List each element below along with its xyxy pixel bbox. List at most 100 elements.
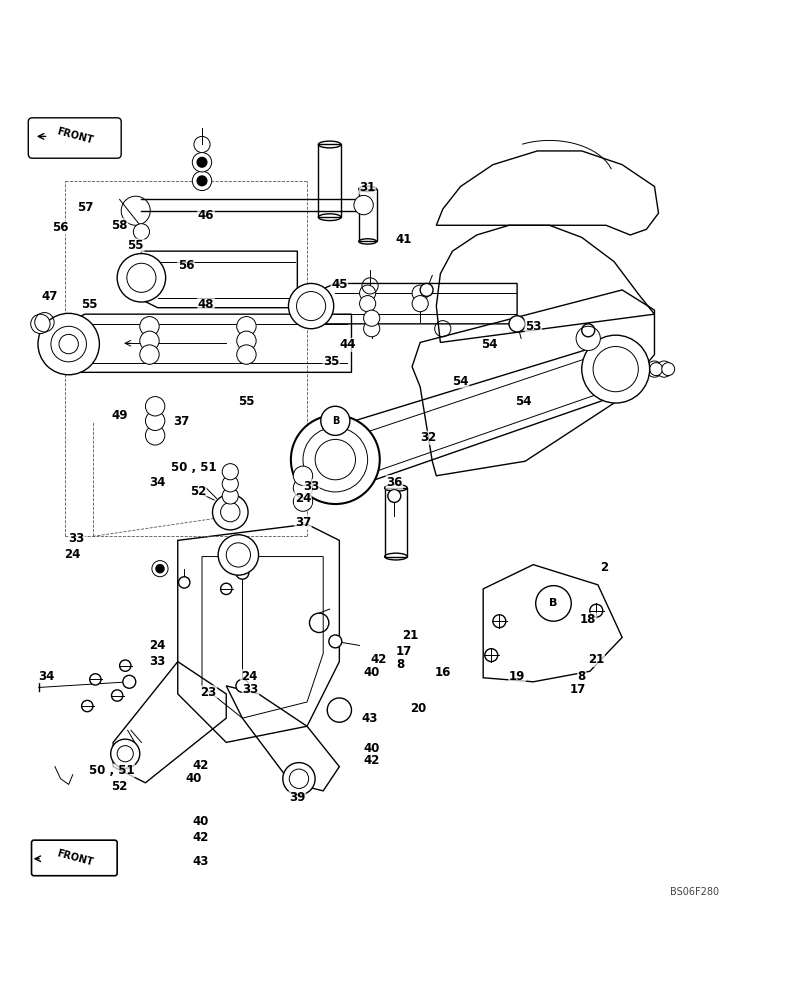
Circle shape bbox=[112, 690, 123, 701]
Text: 32: 32 bbox=[420, 431, 436, 444]
Text: 34: 34 bbox=[149, 476, 166, 489]
Text: 37: 37 bbox=[174, 415, 190, 428]
Circle shape bbox=[291, 415, 380, 504]
Text: 17: 17 bbox=[570, 683, 586, 696]
Text: 42: 42 bbox=[192, 831, 208, 844]
Circle shape bbox=[354, 195, 373, 215]
Text: 18: 18 bbox=[580, 613, 596, 626]
Circle shape bbox=[364, 321, 380, 337]
Circle shape bbox=[293, 466, 313, 485]
Circle shape bbox=[662, 363, 675, 376]
Circle shape bbox=[222, 464, 238, 480]
Text: 42: 42 bbox=[370, 653, 386, 666]
Text: 47: 47 bbox=[42, 290, 58, 303]
Circle shape bbox=[156, 565, 164, 573]
Text: 53: 53 bbox=[525, 320, 541, 333]
Text: 36: 36 bbox=[386, 476, 402, 489]
Circle shape bbox=[38, 313, 99, 375]
Circle shape bbox=[31, 314, 50, 334]
Circle shape bbox=[192, 171, 212, 191]
Circle shape bbox=[327, 698, 351, 722]
Text: 57: 57 bbox=[77, 201, 93, 214]
Circle shape bbox=[236, 566, 249, 579]
Circle shape bbox=[192, 153, 212, 172]
Circle shape bbox=[536, 586, 571, 621]
Text: 52: 52 bbox=[112, 780, 128, 793]
Circle shape bbox=[82, 700, 93, 712]
Text: 2: 2 bbox=[600, 561, 608, 574]
Text: 8: 8 bbox=[578, 670, 586, 683]
Circle shape bbox=[646, 361, 663, 377]
Circle shape bbox=[321, 406, 350, 435]
Circle shape bbox=[140, 331, 159, 351]
Text: 43: 43 bbox=[362, 712, 378, 725]
Circle shape bbox=[221, 583, 232, 595]
Circle shape bbox=[650, 363, 663, 376]
Text: 49: 49 bbox=[112, 409, 128, 422]
Text: 20: 20 bbox=[410, 702, 427, 715]
Text: 21: 21 bbox=[402, 629, 419, 642]
Circle shape bbox=[213, 494, 248, 530]
Text: 55: 55 bbox=[81, 298, 97, 311]
Circle shape bbox=[412, 296, 428, 312]
Text: 40: 40 bbox=[192, 815, 208, 828]
Text: 56: 56 bbox=[53, 221, 69, 234]
Circle shape bbox=[329, 635, 342, 648]
Text: 34: 34 bbox=[39, 670, 55, 683]
Circle shape bbox=[117, 254, 166, 302]
Circle shape bbox=[582, 335, 650, 403]
Circle shape bbox=[123, 675, 136, 688]
Circle shape bbox=[222, 476, 238, 492]
Text: 35: 35 bbox=[323, 355, 339, 368]
Text: 42: 42 bbox=[364, 754, 380, 767]
Circle shape bbox=[140, 345, 159, 364]
Circle shape bbox=[197, 157, 207, 167]
Text: B: B bbox=[549, 598, 558, 608]
Text: 50 , 51: 50 , 51 bbox=[89, 764, 134, 777]
Text: 24: 24 bbox=[241, 670, 257, 683]
Text: 43: 43 bbox=[192, 855, 208, 868]
Text: 54: 54 bbox=[516, 395, 532, 408]
Circle shape bbox=[237, 317, 256, 336]
Text: 16: 16 bbox=[435, 666, 451, 679]
Text: 39: 39 bbox=[289, 791, 305, 804]
Circle shape bbox=[364, 310, 380, 326]
Text: FRONT: FRONT bbox=[56, 848, 95, 868]
Circle shape bbox=[133, 224, 149, 240]
Text: 33: 33 bbox=[69, 532, 85, 545]
Circle shape bbox=[218, 535, 259, 575]
Text: 33: 33 bbox=[149, 655, 166, 668]
Circle shape bbox=[90, 674, 101, 685]
Circle shape bbox=[485, 649, 498, 662]
Text: 40: 40 bbox=[364, 742, 380, 755]
Text: 55: 55 bbox=[238, 395, 255, 408]
Circle shape bbox=[197, 176, 207, 186]
Circle shape bbox=[293, 478, 313, 498]
Text: 46: 46 bbox=[198, 209, 214, 222]
Circle shape bbox=[140, 317, 159, 336]
Circle shape bbox=[237, 345, 256, 364]
Text: 23: 23 bbox=[200, 686, 217, 699]
Text: 31: 31 bbox=[360, 181, 376, 194]
Text: 40: 40 bbox=[186, 772, 202, 785]
Text: 24: 24 bbox=[149, 639, 166, 652]
Text: 48: 48 bbox=[198, 298, 214, 311]
Text: 21: 21 bbox=[588, 653, 604, 666]
Circle shape bbox=[236, 679, 249, 692]
Text: 19: 19 bbox=[509, 670, 525, 683]
Text: 33: 33 bbox=[242, 683, 259, 696]
Circle shape bbox=[656, 361, 672, 377]
Circle shape bbox=[288, 283, 334, 329]
Circle shape bbox=[360, 296, 376, 312]
Circle shape bbox=[388, 489, 401, 502]
Circle shape bbox=[412, 285, 428, 301]
Text: BS06F280: BS06F280 bbox=[671, 887, 719, 897]
Circle shape bbox=[493, 615, 506, 628]
Circle shape bbox=[420, 283, 433, 296]
Text: 42: 42 bbox=[192, 759, 208, 772]
Text: 52: 52 bbox=[190, 485, 206, 498]
Circle shape bbox=[283, 763, 315, 795]
Text: 55: 55 bbox=[128, 239, 144, 252]
Text: 54: 54 bbox=[481, 338, 497, 351]
Circle shape bbox=[222, 488, 238, 504]
